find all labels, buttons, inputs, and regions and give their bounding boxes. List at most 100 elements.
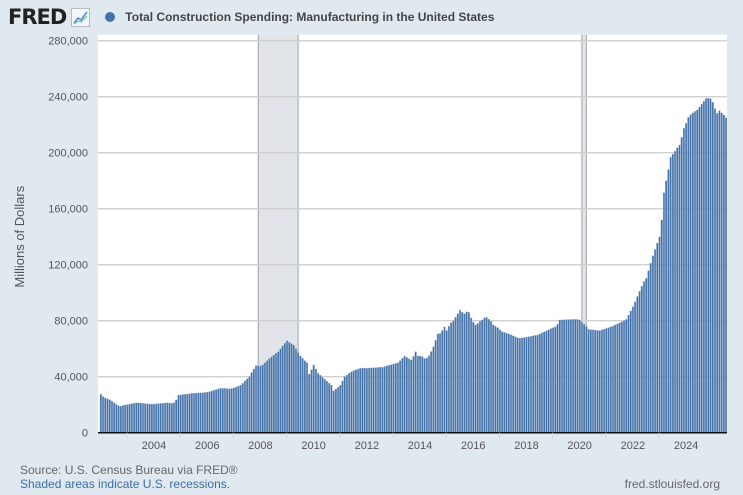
bar bbox=[412, 356, 415, 433]
y-tick-label: 120,000 bbox=[48, 260, 88, 272]
bar bbox=[263, 362, 266, 433]
bar bbox=[472, 321, 475, 433]
bar bbox=[645, 278, 648, 433]
bar bbox=[711, 102, 714, 433]
bar bbox=[396, 362, 399, 433]
bar bbox=[164, 402, 167, 433]
bar bbox=[649, 263, 652, 433]
bar bbox=[616, 323, 619, 433]
bar bbox=[487, 319, 490, 433]
bar bbox=[720, 112, 723, 433]
x-tick-label: 2022 bbox=[621, 440, 645, 452]
bar bbox=[414, 351, 417, 433]
bar bbox=[104, 397, 107, 433]
bar bbox=[334, 388, 337, 433]
bar bbox=[374, 367, 377, 433]
bar bbox=[277, 351, 280, 433]
bar bbox=[179, 394, 182, 433]
bar bbox=[379, 367, 382, 433]
bar bbox=[556, 324, 559, 433]
bar bbox=[483, 317, 486, 433]
bar bbox=[474, 324, 477, 433]
bar bbox=[204, 392, 207, 433]
bar bbox=[490, 321, 493, 433]
bar bbox=[312, 364, 315, 433]
bar bbox=[627, 314, 630, 433]
bar bbox=[532, 335, 535, 433]
bar bbox=[600, 329, 603, 433]
bar bbox=[354, 369, 357, 433]
bar bbox=[521, 337, 524, 433]
bar bbox=[135, 402, 138, 433]
bar bbox=[195, 392, 198, 433]
bar bbox=[159, 403, 162, 433]
bar bbox=[443, 326, 446, 433]
bar bbox=[241, 383, 244, 433]
bar bbox=[153, 403, 156, 433]
bar bbox=[694, 111, 697, 433]
bar bbox=[166, 402, 169, 433]
bar bbox=[235, 386, 238, 433]
bar bbox=[301, 358, 304, 433]
bar bbox=[620, 321, 623, 433]
bar bbox=[461, 312, 464, 433]
bar bbox=[605, 328, 608, 433]
bar bbox=[640, 285, 643, 433]
bar bbox=[408, 358, 411, 433]
x-tick-label: 2014 bbox=[408, 440, 432, 452]
bar bbox=[219, 388, 222, 433]
bar bbox=[212, 390, 215, 433]
bar bbox=[201, 392, 204, 433]
y-tick-label: 160,000 bbox=[48, 204, 88, 216]
bar bbox=[390, 364, 393, 433]
bar bbox=[543, 331, 546, 433]
bar bbox=[507, 333, 510, 433]
bar bbox=[274, 353, 277, 433]
bar bbox=[368, 367, 371, 433]
bar bbox=[252, 368, 255, 433]
bar bbox=[416, 355, 419, 433]
recession-note-link[interactable]: Shaded areas indicate U.S. recessions. bbox=[20, 477, 231, 491]
bar bbox=[523, 337, 526, 433]
bar bbox=[669, 157, 672, 433]
bar bbox=[272, 354, 275, 433]
bar bbox=[141, 403, 144, 433]
bar bbox=[126, 404, 129, 433]
bar bbox=[547, 329, 550, 433]
bar bbox=[419, 355, 422, 433]
bar bbox=[330, 384, 333, 433]
bar bbox=[357, 368, 360, 433]
bar bbox=[421, 356, 424, 433]
bar bbox=[536, 334, 539, 433]
x-tick-label: 2024 bbox=[674, 440, 698, 452]
bar bbox=[405, 357, 408, 433]
bar bbox=[567, 319, 570, 433]
bar bbox=[651, 255, 654, 433]
x-tick-label: 2004 bbox=[142, 440, 166, 452]
bar bbox=[399, 360, 402, 433]
bar bbox=[230, 388, 233, 433]
bar bbox=[722, 114, 725, 433]
bar bbox=[325, 381, 328, 433]
site-link[interactable]: fred.stlouisfed.org bbox=[624, 477, 720, 491]
bar bbox=[678, 144, 681, 433]
bar bbox=[718, 110, 721, 433]
bar bbox=[527, 336, 530, 433]
recession-shade bbox=[581, 34, 587, 433]
bar bbox=[113, 402, 116, 433]
bar bbox=[286, 340, 289, 433]
bar bbox=[372, 367, 375, 433]
bar bbox=[221, 388, 224, 433]
fred-logo[interactable]: FRED bbox=[8, 5, 67, 29]
bar bbox=[266, 360, 269, 433]
bar bbox=[317, 373, 320, 433]
bar bbox=[476, 323, 479, 433]
bar bbox=[481, 319, 484, 433]
bar bbox=[192, 393, 195, 433]
bar bbox=[403, 355, 406, 433]
bar bbox=[638, 291, 641, 433]
bar bbox=[184, 394, 187, 433]
bar bbox=[430, 351, 433, 433]
bar bbox=[687, 117, 690, 433]
bar bbox=[388, 365, 391, 433]
